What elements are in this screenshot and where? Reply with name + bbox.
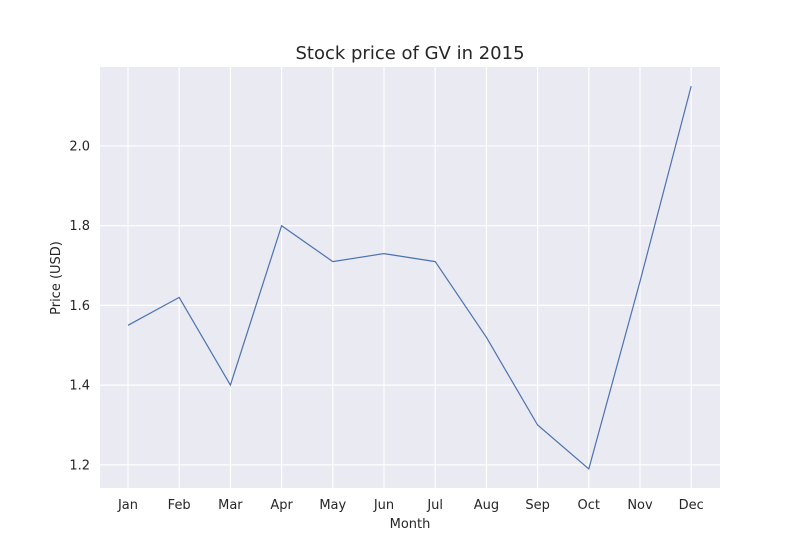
x-tick-label: Mar <box>218 498 243 513</box>
y-axis-ticks: 1.2 1.4 1.6 1.8 2.0 <box>69 139 90 473</box>
x-tick-label: Aug <box>474 498 499 513</box>
x-tick-label: Feb <box>168 498 191 513</box>
x-tick-label: Jan <box>117 498 138 513</box>
x-axis-ticks: Jan Feb Mar Apr May Jun Jul Aug Sep Oct Nov Dec <box>117 498 704 513</box>
grid-lines <box>100 67 720 488</box>
x-tick-label: Oct <box>578 498 600 513</box>
x-tick-label: May <box>319 498 346 513</box>
y-axis-label: Price (USD) <box>49 241 64 315</box>
x-tick-label: Jun <box>373 498 394 513</box>
x-axis-label: Month <box>390 517 431 532</box>
chart-title: Stock price of GV in 2015 <box>295 43 524 64</box>
y-tick-label: 1.8 <box>69 219 90 234</box>
x-tick-label: Jul <box>426 498 443 513</box>
y-tick-label: 1.4 <box>69 379 90 394</box>
y-tick-label: 1.6 <box>69 299 90 314</box>
y-tick-label: 2.0 <box>69 139 90 154</box>
x-tick-label: Dec <box>679 498 704 513</box>
y-tick-label: 1.2 <box>69 458 90 473</box>
x-tick-label: Nov <box>627 498 653 513</box>
x-tick-label: Apr <box>270 498 293 513</box>
plot-area <box>100 67 720 488</box>
x-tick-label: Sep <box>525 498 550 513</box>
series-line <box>127 85 692 470</box>
